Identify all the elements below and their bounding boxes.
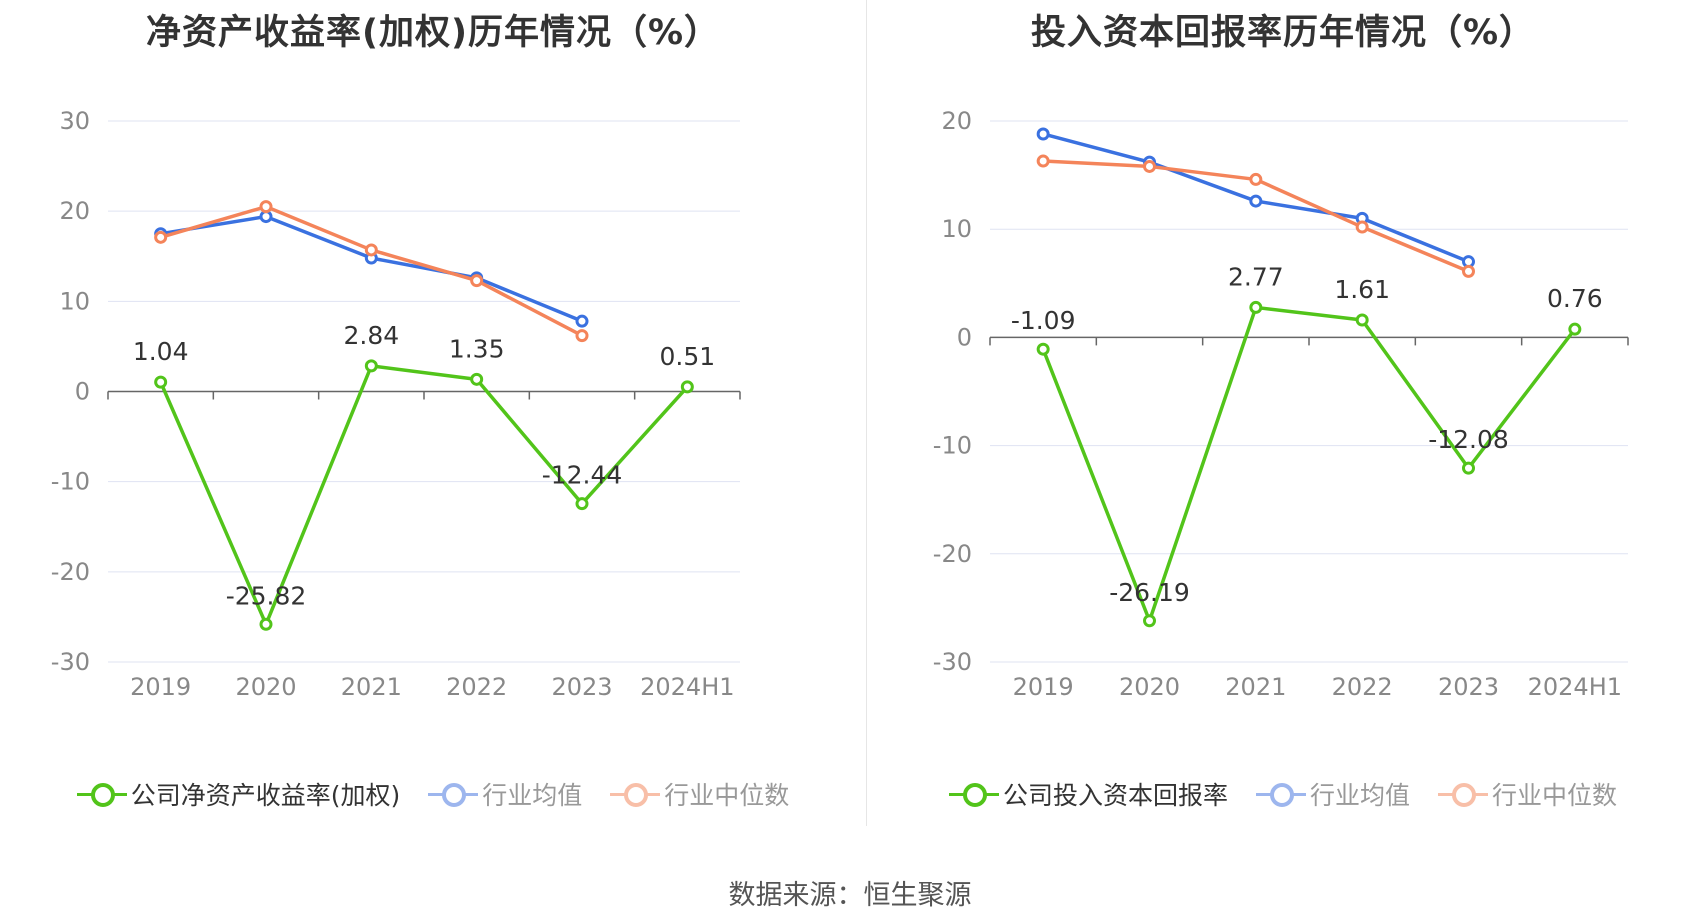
y-tick-label: -20 <box>51 558 90 586</box>
x-tick-label: 2021 <box>341 673 402 701</box>
x-tick-label: 2024H1 <box>640 673 734 701</box>
x-tick-label: 2019 <box>130 673 191 701</box>
data-point <box>575 497 589 511</box>
y-tick-label: 20 <box>59 197 90 225</box>
legend-label: 行业中位数 <box>1491 781 1617 810</box>
x-tick-label: 2022 <box>1332 673 1393 701</box>
data-point <box>1143 159 1156 173</box>
data-label: -12.44 <box>542 461 623 490</box>
data-point <box>680 380 694 394</box>
data-label: 2.84 <box>343 321 399 350</box>
data-point <box>154 375 168 389</box>
data-label: 1.04 <box>133 337 189 366</box>
y-tick-label: 0 <box>957 323 972 351</box>
legend-item-company-roic[interactable]: 公司投入资本回报率 <box>949 776 1228 812</box>
data-point <box>1355 313 1369 327</box>
y-tick-label: 0 <box>75 378 90 406</box>
chart-legend: 公司净资产收益率(加权) 行业均值 行业中位数 <box>0 776 866 812</box>
series-line <box>1041 305 1577 623</box>
data-point <box>575 314 589 328</box>
series-line <box>160 214 583 323</box>
legend-marker-icon <box>428 782 479 807</box>
legend-marker-icon <box>949 782 1000 807</box>
y-tick-label: -10 <box>51 468 90 496</box>
x-tick-label: 2020 <box>1119 673 1180 701</box>
y-tick-label: 10 <box>59 287 90 315</box>
legend-label: 行业中位数 <box>664 781 790 810</box>
chart-title: 净资产收益率(加权)历年情况（%） <box>145 13 721 53</box>
legend-item-industry-median[interactable]: 行业中位数 <box>1437 776 1617 812</box>
x-tick-label: 2024H1 <box>1528 673 1622 701</box>
data-point <box>259 200 273 214</box>
data-source-note: 数据来源：恒生聚源 <box>728 880 972 911</box>
data-point <box>1036 154 1050 168</box>
y-tick-label: 10 <box>941 215 972 243</box>
x-tick-label: 2022 <box>446 673 507 701</box>
data-label: 1.35 <box>449 334 505 363</box>
y-tick-label: 30 <box>59 107 90 135</box>
data-label: 2.77 <box>1228 262 1284 291</box>
chart-title: 投入资本回报率历年情况（%） <box>1030 13 1536 53</box>
data-label: 0.51 <box>659 342 715 371</box>
data-label: -26.19 <box>1109 578 1190 607</box>
legend-label: 行业均值 <box>482 781 583 810</box>
data-point <box>1249 300 1263 314</box>
roic-chart-panel: 投入资本回报率历年情况（%） 20 10 0 -10 -20 -30 2019 2020 202… <box>866 0 1700 830</box>
legend-item-industry-avg[interactable]: 行业均值 <box>1255 776 1410 812</box>
data-point <box>154 230 168 244</box>
y-tick-label: -20 <box>933 540 972 568</box>
x-tick-label: 2021 <box>1225 673 1286 701</box>
data-label: 0.76 <box>1547 284 1603 313</box>
y-tick-label: -30 <box>51 648 90 676</box>
legend-marker-icon <box>76 782 127 807</box>
data-point <box>1355 220 1369 234</box>
chart-legend: 公司投入资本回报率 行业均值 行业中位数 <box>866 776 1700 812</box>
legend-item-industry-median[interactable]: 行业中位数 <box>610 776 789 812</box>
series-line <box>159 364 689 627</box>
data-label: -25.82 <box>226 581 307 610</box>
legend-marker-icon <box>1255 782 1306 807</box>
data-point <box>1249 172 1263 186</box>
y-tick-label: -10 <box>933 432 972 460</box>
legend-label: 公司投入资本回报率 <box>1003 781 1229 810</box>
x-tick-label: 2023 <box>551 673 612 701</box>
data-point <box>259 617 273 631</box>
data-label: 1.61 <box>1334 275 1390 304</box>
data-point <box>1568 322 1582 336</box>
panel-divider <box>866 0 867 826</box>
data-point <box>1249 194 1263 208</box>
legend-item-industry-avg[interactable]: 行业均值 <box>428 776 582 812</box>
x-tick-label: 2019 <box>1013 673 1074 701</box>
data-point <box>1036 127 1050 141</box>
x-tick-label: 2023 <box>1438 673 1499 701</box>
data-label: -12.08 <box>1428 425 1509 454</box>
data-point <box>364 243 378 257</box>
roic-line-chart: 20 10 0 -10 -20 -30 2019 2020 2021 2022 2023 2024H1… <box>933 107 1629 701</box>
data-point <box>1462 461 1475 475</box>
data-label: -1.09 <box>1011 306 1076 335</box>
data-point <box>364 359 378 373</box>
legend-item-company-roe[interactable]: 公司净资产收益率(加权) <box>76 776 401 812</box>
series-line <box>160 204 583 338</box>
legend-label: 公司净资产收益率(加权) <box>130 781 401 810</box>
data-point <box>1143 614 1156 628</box>
data-point <box>470 274 484 288</box>
legend-marker-icon <box>610 782 661 807</box>
x-tick-label: 2020 <box>235 673 296 701</box>
data-point <box>575 329 589 343</box>
roe-chart-panel: 净资产收益率(加权)历年情况（%） 30 20 10 0 -10 -20 -30 2019 20… <box>0 0 866 830</box>
y-tick-label: 20 <box>941 107 972 135</box>
y-tick-label: -30 <box>933 648 972 676</box>
legend-label: 行业均值 <box>1309 781 1410 810</box>
data-point <box>1462 264 1475 278</box>
data-point <box>1036 342 1050 356</box>
roe-line-chart: 30 20 10 0 -10 -20 -30 2019 2020 2021 2022 2023 2024… <box>51 107 741 701</box>
data-point <box>470 372 484 386</box>
legend-marker-icon <box>1437 782 1488 807</box>
